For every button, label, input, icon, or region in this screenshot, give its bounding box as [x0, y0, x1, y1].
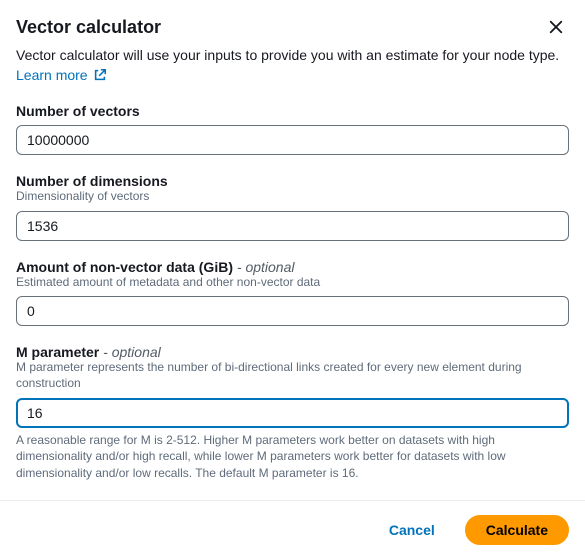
mparam-optional: - optional [99, 344, 160, 360]
dialog-title: Vector calculator [16, 17, 161, 38]
external-link-icon [93, 68, 107, 82]
mparam-input[interactable] [16, 398, 569, 428]
nonvector-label: Amount of non-vector data (GiB) - option… [16, 259, 569, 275]
vector-calculator-dialog: Vector calculator Vector calculator will… [0, 0, 585, 559]
description-text: Vector calculator will use your inputs t… [16, 47, 559, 63]
field-nonvector: Amount of non-vector data (GiB) - option… [16, 259, 569, 327]
mparam-label: M parameter - optional [16, 344, 569, 360]
dialog-footer: Cancel Calculate [0, 500, 585, 559]
dimensions-label: Number of dimensions [16, 173, 569, 189]
dialog-body: Number of vectors Number of dimensions D… [0, 85, 585, 500]
dimensions-hint: Dimensionality of vectors [16, 189, 569, 205]
field-dimensions: Number of dimensions Dimensionality of v… [16, 173, 569, 241]
close-button[interactable] [543, 14, 569, 40]
field-vectors: Number of vectors [16, 103, 569, 155]
dialog-description: Vector calculator will use your inputs t… [0, 40, 585, 85]
nonvector-optional: - optional [233, 259, 294, 275]
learn-more-link[interactable]: Learn more [16, 67, 107, 83]
mparam-label-text: M parameter [16, 344, 99, 360]
mparam-help: A reasonable range for M is 2-512. Highe… [16, 432, 569, 482]
mparam-hint: M parameter represents the number of bi-… [16, 360, 569, 391]
dimensions-input[interactable] [16, 211, 569, 241]
calculate-button[interactable]: Calculate [465, 515, 569, 545]
field-mparam: M parameter - optional M parameter repre… [16, 344, 569, 482]
dialog-header: Vector calculator [0, 0, 585, 40]
close-icon [547, 18, 565, 36]
cancel-button[interactable]: Cancel [369, 515, 455, 545]
vectors-input[interactable] [16, 125, 569, 155]
learn-more-text: Learn more [16, 67, 88, 83]
nonvector-label-text: Amount of non-vector data (GiB) [16, 259, 233, 275]
nonvector-input[interactable] [16, 296, 569, 326]
nonvector-hint: Estimated amount of metadata and other n… [16, 275, 569, 291]
vectors-label: Number of vectors [16, 103, 569, 119]
